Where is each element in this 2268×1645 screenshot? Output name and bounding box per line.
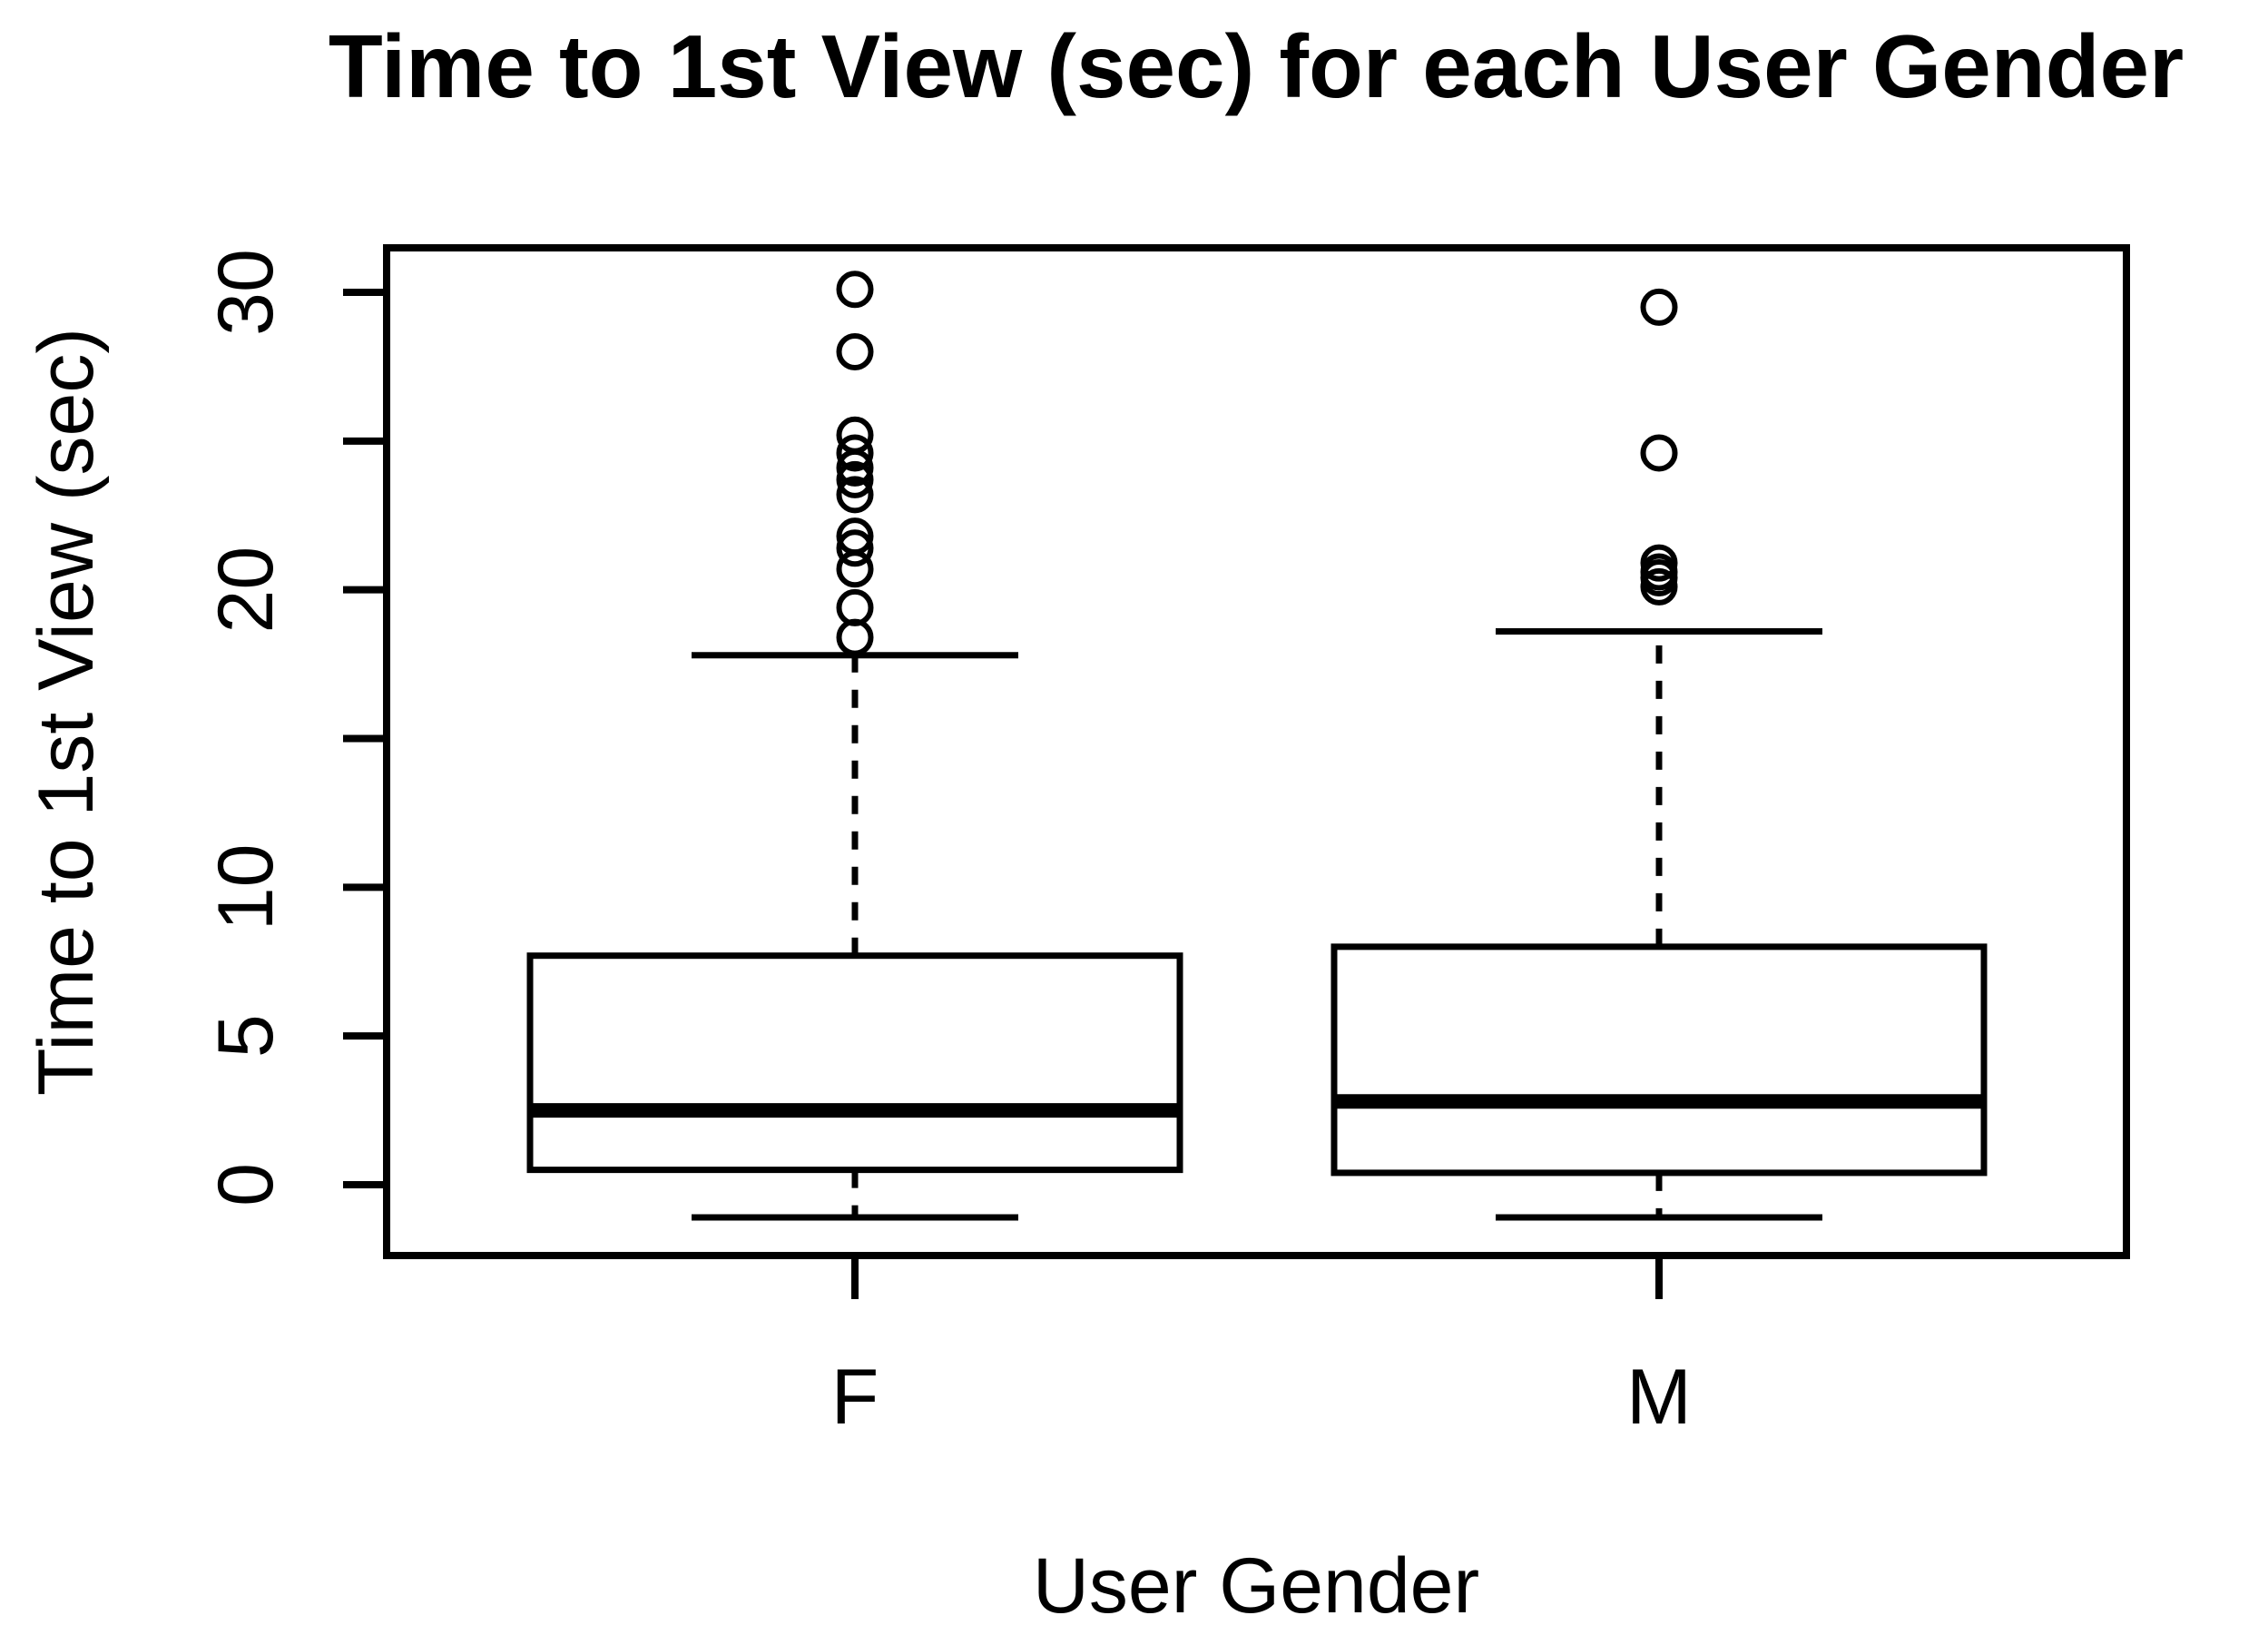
outlier-point-F [836, 517, 874, 556]
outlier-point-F [836, 416, 874, 454]
iqr-box-M [1330, 943, 1988, 1177]
y-tick-label-30: 30 [202, 249, 290, 336]
category-label-M: M [1626, 1354, 1692, 1441]
outlier-point-F [836, 333, 874, 371]
boxplot-M [1330, 288, 1988, 1221]
iqr-box-F [526, 952, 1183, 1174]
outlier-point-M [1640, 434, 1678, 472]
y-tick-label-10: 10 [202, 843, 290, 931]
outlier-point-F [836, 434, 874, 472]
y-axis: 0 5 10 20 30 [202, 249, 387, 1207]
plot-border [383, 244, 2130, 1259]
y-tick-label-5: 5 [202, 1014, 290, 1058]
outlier-point-F [836, 588, 874, 626]
boxplot-F [526, 271, 1183, 1221]
y-tick-label-0: 0 [202, 1163, 290, 1207]
outlier-point-F [836, 476, 874, 514]
chart-title: Time to 1st View (sec) for each User Gen… [329, 16, 2184, 116]
outlier-point-M [1640, 288, 1678, 326]
y-axis-label: Time to 1st View (sec) [23, 328, 110, 1096]
boxplots [526, 271, 1988, 1221]
y-tick-label-20: 20 [202, 547, 290, 634]
category-label-F: F [831, 1354, 879, 1441]
outlier-point-F [836, 529, 874, 567]
x-axis-label: User Gender [1033, 1542, 1479, 1630]
outlier-point-F [836, 271, 874, 309]
outlier-point-M [1640, 544, 1678, 582]
outlier-point-F [836, 460, 874, 498]
